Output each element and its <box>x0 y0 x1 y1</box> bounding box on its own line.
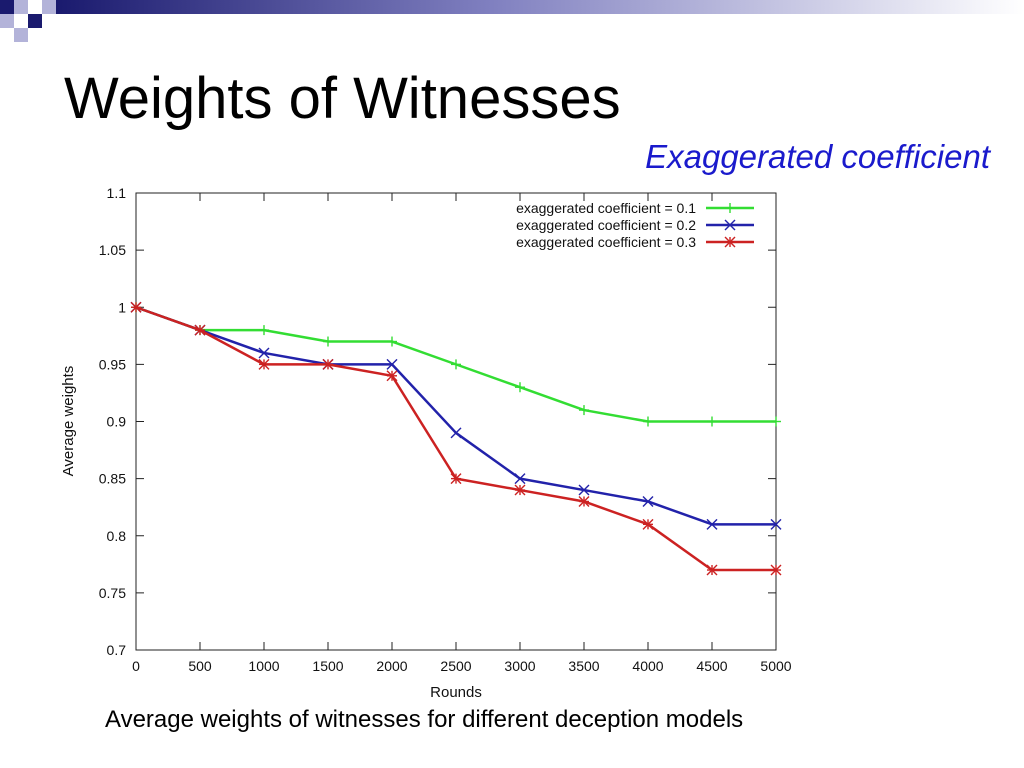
data-point-series-1 <box>515 382 525 393</box>
data-point-series-3 <box>322 358 334 370</box>
data-point-series-3 <box>578 495 590 507</box>
data-point-series-3 <box>194 324 206 336</box>
data-point-series-2 <box>578 484 590 496</box>
slide-subtitle: Exaggerated coefficient <box>645 138 990 175</box>
corner-square-light-4 <box>42 0 56 14</box>
legend-entry-label: exaggerated coefficient = 0.2 <box>516 217 696 233</box>
data-point-series-1 <box>323 336 333 347</box>
data-point-series-2 <box>450 427 462 439</box>
data-point-series-3 <box>258 358 270 370</box>
series-line-2 <box>135 306 776 526</box>
legend-entry-label: exaggerated coefficient = 0.3 <box>516 234 696 250</box>
y-tick-label: 0.7 <box>107 642 127 658</box>
x-tick-label: 2500 <box>440 658 471 674</box>
data-point-series-3 <box>130 301 142 313</box>
data-point-series-2 <box>706 518 718 530</box>
legend-entry-marker <box>724 236 736 248</box>
y-tick-label: 1 <box>118 299 126 315</box>
y-tick-label: 0.85 <box>99 471 126 487</box>
data-point-series-1 <box>707 416 717 427</box>
data-point-series-3 <box>514 484 526 496</box>
x-tick-label: 5000 <box>760 658 791 674</box>
x-axis: 0 500 1000 1500 2000 2500 3000 3500 4000 4500 5000 <box>132 193 792 674</box>
data-point-series-1 <box>771 416 781 427</box>
corner-square-navy-1 <box>0 0 14 14</box>
data-point-series-2 <box>642 495 654 507</box>
y-axis: 0.7 0.75 0.8 0.85 0.9 0.95 1 1.05 1.1 <box>99 185 776 658</box>
x-tick-label: 1500 <box>312 658 343 674</box>
x-tick-label: 4000 <box>632 658 663 674</box>
y-tick-label: 0.8 <box>107 528 127 544</box>
series-line-3 <box>135 306 776 572</box>
legend-entry-marker <box>724 219 736 231</box>
data-point-series-2 <box>514 473 526 485</box>
x-tick-label: 2000 <box>376 658 407 674</box>
y-axis-label: Average weights <box>60 366 77 477</box>
y-tick-label: 0.75 <box>99 585 126 601</box>
x-tick-label: 1000 <box>248 658 279 674</box>
x-axis-label: Rounds <box>430 684 482 701</box>
x-tick-label: 3500 <box>568 658 599 674</box>
corner-square-light-3 <box>14 28 28 42</box>
y-tick-label: 0.95 <box>99 356 126 372</box>
x-tick-label: 3000 <box>504 658 535 674</box>
x-tick-label: 4500 <box>696 658 727 674</box>
legend: exaggerated coefficient = 0.1exaggerated… <box>516 200 754 250</box>
data-point-series-1 <box>451 359 461 370</box>
x-tick-label: 500 <box>188 658 212 674</box>
slide-title: Weights of Witnesses <box>64 66 621 131</box>
data-point-series-1 <box>579 405 589 416</box>
data-point-series-2 <box>386 358 398 370</box>
data-point-series-1 <box>643 416 653 427</box>
data-point-series-3 <box>642 518 654 530</box>
chart-caption: Average weights of witnesses for differe… <box>105 706 744 733</box>
y-tick-label: 0.9 <box>107 414 127 430</box>
y-tick-label: 1.1 <box>107 185 127 201</box>
header-gradient-bar <box>56 0 1024 14</box>
data-point-series-1 <box>387 336 397 347</box>
data-point-series-1 <box>259 325 269 336</box>
legend-entry-marker <box>725 203 735 213</box>
data-point-series-3 <box>706 564 718 576</box>
legend-entry-label: exaggerated coefficient = 0.1 <box>516 200 696 216</box>
corner-square-navy-2 <box>28 14 42 28</box>
corner-square-light-1 <box>14 0 28 14</box>
data-point-series-3 <box>386 370 398 382</box>
data-point-series-2 <box>258 347 270 359</box>
data-point-series-2 <box>770 518 782 530</box>
data-point-series-3 <box>770 564 782 576</box>
data-point-series-3 <box>450 473 462 485</box>
series-layer <box>130 301 782 576</box>
corner-square-light-2 <box>0 14 14 28</box>
y-tick-label: 1.05 <box>99 242 126 258</box>
x-tick-label: 0 <box>132 658 140 674</box>
